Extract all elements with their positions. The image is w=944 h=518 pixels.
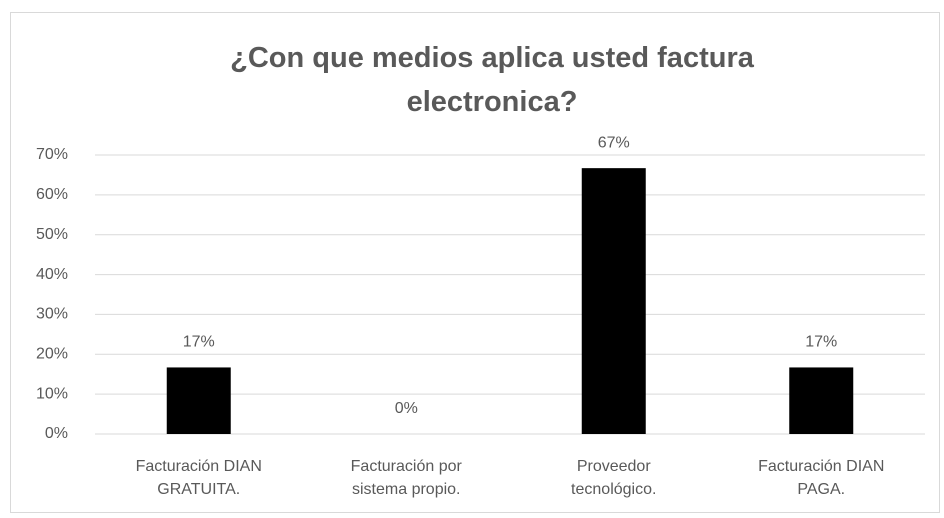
value-label: 0% — [395, 400, 418, 417]
bar — [789, 367, 854, 434]
bar — [166, 367, 231, 434]
x-tick-label: Facturación por — [351, 458, 463, 475]
value-label: 67% — [598, 134, 630, 151]
x-tick-label: Facturación DIAN — [758, 458, 884, 475]
chart-title: ¿Con que medios aplica usted factura ele… — [230, 42, 754, 118]
y-tick-label: 40% — [36, 266, 68, 283]
x-tick-label: PAGA. — [797, 481, 845, 498]
x-tick-label: GRATUITA. — [157, 481, 240, 498]
y-tick-label: 50% — [36, 226, 68, 243]
value-label: 17% — [805, 334, 837, 351]
bar — [581, 168, 646, 434]
y-tick-label: 70% — [36, 146, 68, 163]
chart-frame — [10, 12, 940, 513]
y-tick-label: 20% — [36, 346, 68, 363]
x-tick-label: sistema propio. — [352, 481, 461, 498]
y-tick-label: 0% — [45, 425, 68, 442]
y-tick-label: 10% — [36, 385, 68, 402]
y-tick-label: 60% — [36, 186, 68, 203]
x-tick-label: tecnológico. — [571, 481, 656, 498]
x-tick-label: Facturación DIAN — [136, 458, 262, 475]
value-label: 17% — [183, 334, 215, 351]
x-tick-label: Proveedor — [577, 458, 651, 475]
y-tick-label: 30% — [36, 306, 68, 323]
